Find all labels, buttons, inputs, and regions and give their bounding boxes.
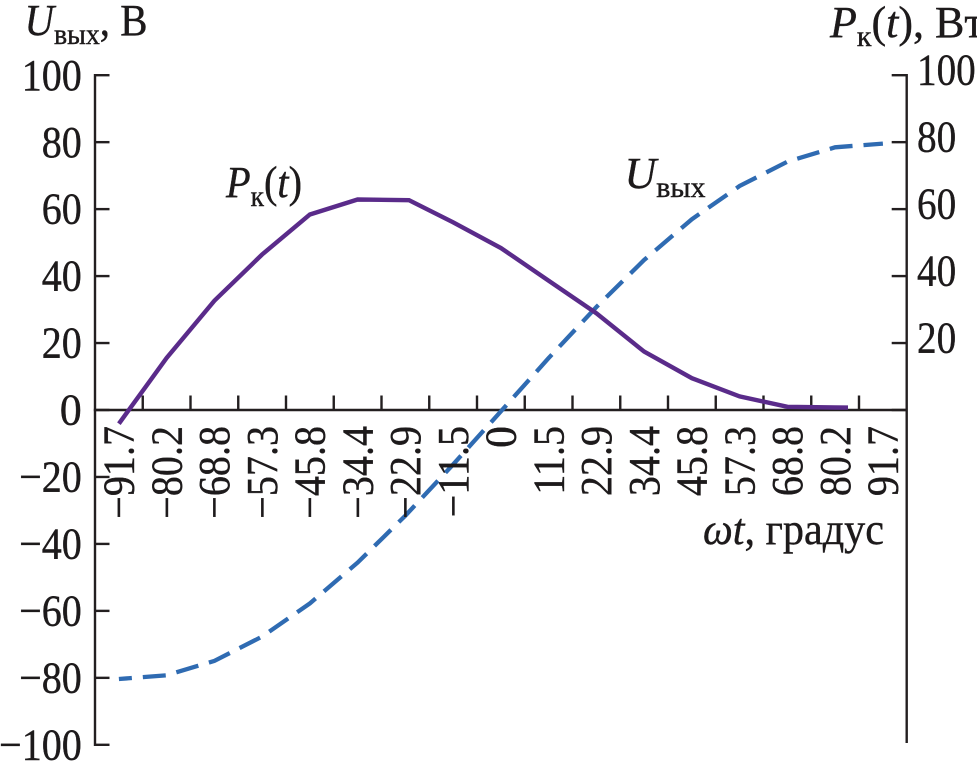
svg-text:45.8: 45.8 <box>668 426 717 496</box>
svg-text:−20: −20 <box>19 453 82 502</box>
svg-text:80.2: 80.2 <box>811 426 860 496</box>
svg-text:57.3: 57.3 <box>715 426 764 496</box>
svg-text:ωt, градус: ωt, градус <box>703 505 884 554</box>
svg-text:−11.5: −11.5 <box>429 426 478 517</box>
svg-text:Pк(t), Вт: Pк(t), Вт <box>829 0 977 53</box>
svg-text:22.9: 22.9 <box>572 426 621 496</box>
svg-text:−40: −40 <box>19 520 82 569</box>
svg-text:−100: −100 <box>0 720 82 769</box>
svg-text:68.8: 68.8 <box>763 426 812 496</box>
svg-text:40: 40 <box>917 246 956 295</box>
svg-text:80: 80 <box>917 112 956 161</box>
svg-text:−60: −60 <box>19 586 82 635</box>
svg-text:−80.2: −80.2 <box>142 426 191 519</box>
svg-text:−34.4: −34.4 <box>333 426 382 519</box>
svg-text:20: 20 <box>42 319 82 368</box>
svg-text:0: 0 <box>477 426 526 448</box>
svg-text:40: 40 <box>42 252 82 301</box>
svg-text:0: 0 <box>60 386 82 435</box>
svg-text:−91.7: −91.7 <box>95 426 144 519</box>
svg-text:−57.3: −57.3 <box>238 426 287 519</box>
svg-text:91.7: 91.7 <box>859 426 908 496</box>
svg-text:−45.8: −45.8 <box>286 426 335 519</box>
svg-text:100: 100 <box>917 46 976 95</box>
svg-text:Pк(t): Pк(t) <box>225 158 302 213</box>
svg-text:100: 100 <box>22 51 82 100</box>
svg-text:−80: −80 <box>19 653 82 702</box>
svg-text:60: 60 <box>917 179 956 228</box>
svg-text:34.4: 34.4 <box>620 426 669 496</box>
svg-text:60: 60 <box>42 185 82 234</box>
svg-text:11.5: 11.5 <box>524 426 573 495</box>
svg-text:−68.8: −68.8 <box>190 426 239 519</box>
svg-text:20: 20 <box>917 313 956 362</box>
svg-text:−22.9: −22.9 <box>381 426 430 519</box>
svg-text:80: 80 <box>42 118 82 167</box>
svg-text:Uвых: Uвых <box>625 149 706 204</box>
svg-text:Uвых, В: Uвых, В <box>25 0 148 51</box>
